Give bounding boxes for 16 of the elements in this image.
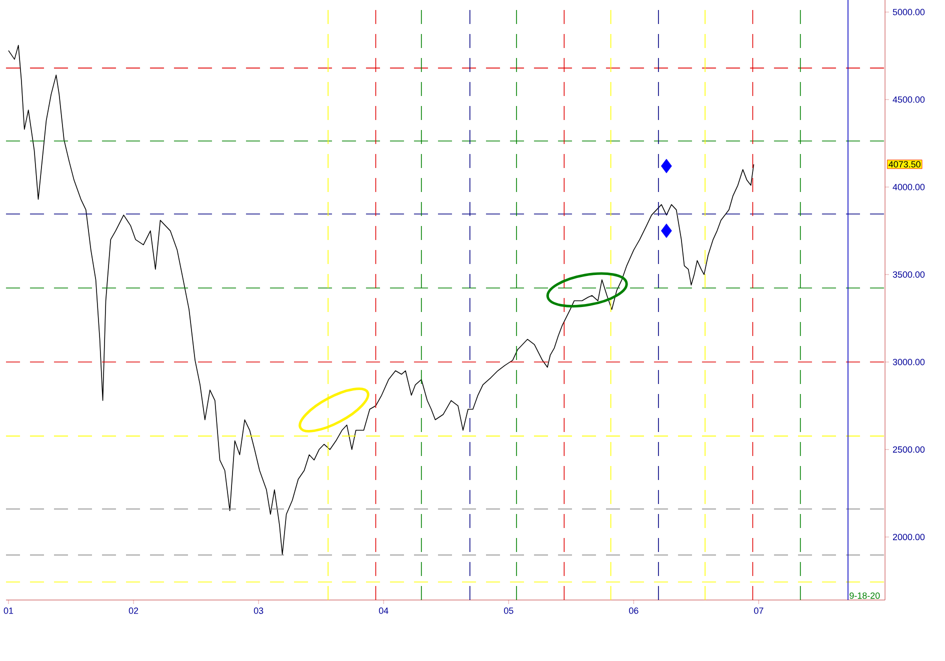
- x-tick-label: 03: [254, 608, 264, 614]
- x-tick-label: 06: [629, 608, 638, 614]
- y-tick-label: 5000.00: [892, 8, 925, 16]
- y-tick-label: 3000.00: [892, 358, 925, 366]
- y-tick-label: 4000.00: [892, 184, 925, 190]
- x-tick-label: 02: [128, 608, 138, 614]
- y-tick-label: 4500.00: [892, 96, 925, 103]
- y-tick-label: 2500.00: [892, 446, 925, 453]
- annotation: 9-18-20: [850, 592, 880, 599]
- x-tick-label: 01: [4, 608, 14, 614]
- x-tick-label: 05: [504, 608, 514, 614]
- x-tick-label: 04: [378, 608, 388, 614]
- y-tick-label: 3500.00: [892, 271, 925, 278]
- text: 4073.50: [888, 161, 920, 168]
- y-tick-label: 2000.00: [892, 534, 925, 540]
- x-tick-label: 07: [754, 608, 764, 614]
